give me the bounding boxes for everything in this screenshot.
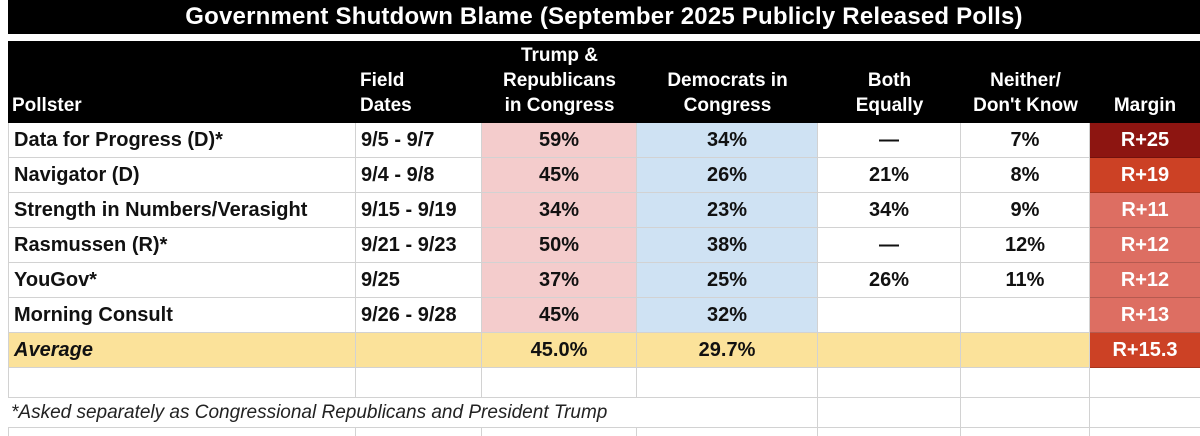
table-row: Strength in Numbers/Verasight 9/15 - 9/19…	[8, 193, 1200, 228]
cell-neither-dont-know	[961, 298, 1090, 333]
cell-trump-republicans: 37%	[482, 263, 637, 298]
cell-democrats: 34%	[637, 123, 818, 158]
cell-trump-republicans: 50%	[482, 228, 637, 263]
table-body: Data for Progress (D)* 9/5 - 9/7 59% 34% —7%…	[8, 123, 1200, 333]
cell-field-dates: 9/25	[356, 263, 482, 298]
cell-trump-republicans: 34%	[482, 193, 637, 228]
cell-democrats: 25%	[637, 263, 818, 298]
cell-trump-republicans: 59%	[482, 123, 637, 158]
cell-democrats: 38%	[637, 228, 818, 263]
column-header-democrats: Democrats in Congress	[667, 70, 788, 117]
cell-democrats: 26%	[637, 158, 818, 193]
table-title: Government Shutdown Blame (September 202…	[8, 0, 1200, 34]
table-row: Data for Progress (D)* 9/5 - 9/7 59% 34% —7%…	[8, 123, 1200, 158]
cell-both-equally: 34%	[818, 193, 961, 228]
cell-democrats: 23%	[637, 193, 818, 228]
cell-neither-dont-know: 9%	[961, 193, 1090, 228]
cell-field-dates: 9/5 - 9/7	[356, 123, 482, 158]
cell-average-democrats: 29.7%	[637, 333, 818, 368]
cell-pollster: Strength in Numbers/Verasight	[8, 193, 356, 228]
cell-democrats: 32%	[637, 298, 818, 333]
cell-both-equally: 21%	[818, 158, 961, 193]
partial-row	[8, 428, 1200, 436]
cell-margin: R+12	[1090, 263, 1200, 298]
cell-pollster: Navigator (D)	[8, 158, 356, 193]
footnote-row: *Asked separately as Congressional Repub…	[8, 398, 1200, 428]
cell-field-dates: 9/21 - 9/23	[356, 228, 482, 263]
cell-neither-dont-know: 7%	[961, 123, 1090, 158]
average-row: Average 45.0% 29.7% R+15.3	[8, 333, 1200, 368]
cell-neither-dont-know: 12%	[961, 228, 1090, 263]
average-margin-cell: R+15.3	[1090, 333, 1200, 368]
column-header-pollster: Pollster	[12, 95, 82, 117]
cell-margin: R+11	[1090, 193, 1200, 228]
table-row: YouGov* 9/25 37% 25% 26% 11% R+12	[8, 263, 1200, 298]
cell-pollster: YouGov*	[8, 263, 356, 298]
cell-field-dates: 9/26 - 9/28	[356, 298, 482, 333]
cell-both-equally: 26%	[818, 263, 961, 298]
cell-margin: R+13	[1090, 298, 1200, 333]
column-header-field-dates: Field Dates	[360, 70, 412, 117]
cell-neither-dont-know: 11%	[961, 263, 1090, 298]
cell-trump-republicans: 45%	[482, 298, 637, 333]
column-header-both-equally: Both Equally	[855, 70, 924, 117]
cell-average-dates	[356, 333, 482, 368]
cell-margin: R+19	[1090, 158, 1200, 193]
table-header-row: Pollster Field Dates Trump & Republicans…	[8, 41, 1200, 123]
cell-margin: R+25	[1090, 123, 1200, 158]
footnote-text: *Asked separately as Congressional Repub…	[11, 401, 608, 423]
cell-average-both	[818, 333, 961, 368]
cell-trump-republicans: 45%	[482, 158, 637, 193]
table-row: Navigator (D) 9/4 - 9/8 45% 26% 21% 8% R+19	[8, 158, 1200, 193]
cell-both-equally	[818, 298, 961, 333]
cell-both-equally: —	[818, 123, 961, 158]
empty-row	[8, 368, 1200, 398]
cell-margin: R+12	[1090, 228, 1200, 263]
title-divider	[8, 34, 1200, 41]
column-header-margin: Margin	[1113, 95, 1177, 117]
cell-average-label: Average	[8, 333, 356, 368]
table-row: Rasmussen (R)* 9/21 - 9/23 50% 38% —12% R+12	[8, 228, 1200, 263]
cell-pollster: Data for Progress (D)*	[8, 123, 356, 158]
cell-field-dates: 9/4 - 9/8	[356, 158, 482, 193]
cell-both-equally: —	[818, 228, 961, 263]
table-row: Morning Consult 9/26 - 9/28 45% 32% R+13	[8, 298, 1200, 333]
cell-average-neither	[961, 333, 1090, 368]
column-header-trump-republicans: Trump & Republicans in Congress	[503, 45, 616, 117]
cell-neither-dont-know: 8%	[961, 158, 1090, 193]
column-header-neither-dont-know: Neither/ Don't Know	[973, 70, 1078, 117]
cell-pollster: Rasmussen (R)*	[8, 228, 356, 263]
cell-field-dates: 9/15 - 9/19	[356, 193, 482, 228]
cell-average-trump: 45.0%	[482, 333, 637, 368]
cell-pollster: Morning Consult	[8, 298, 356, 333]
